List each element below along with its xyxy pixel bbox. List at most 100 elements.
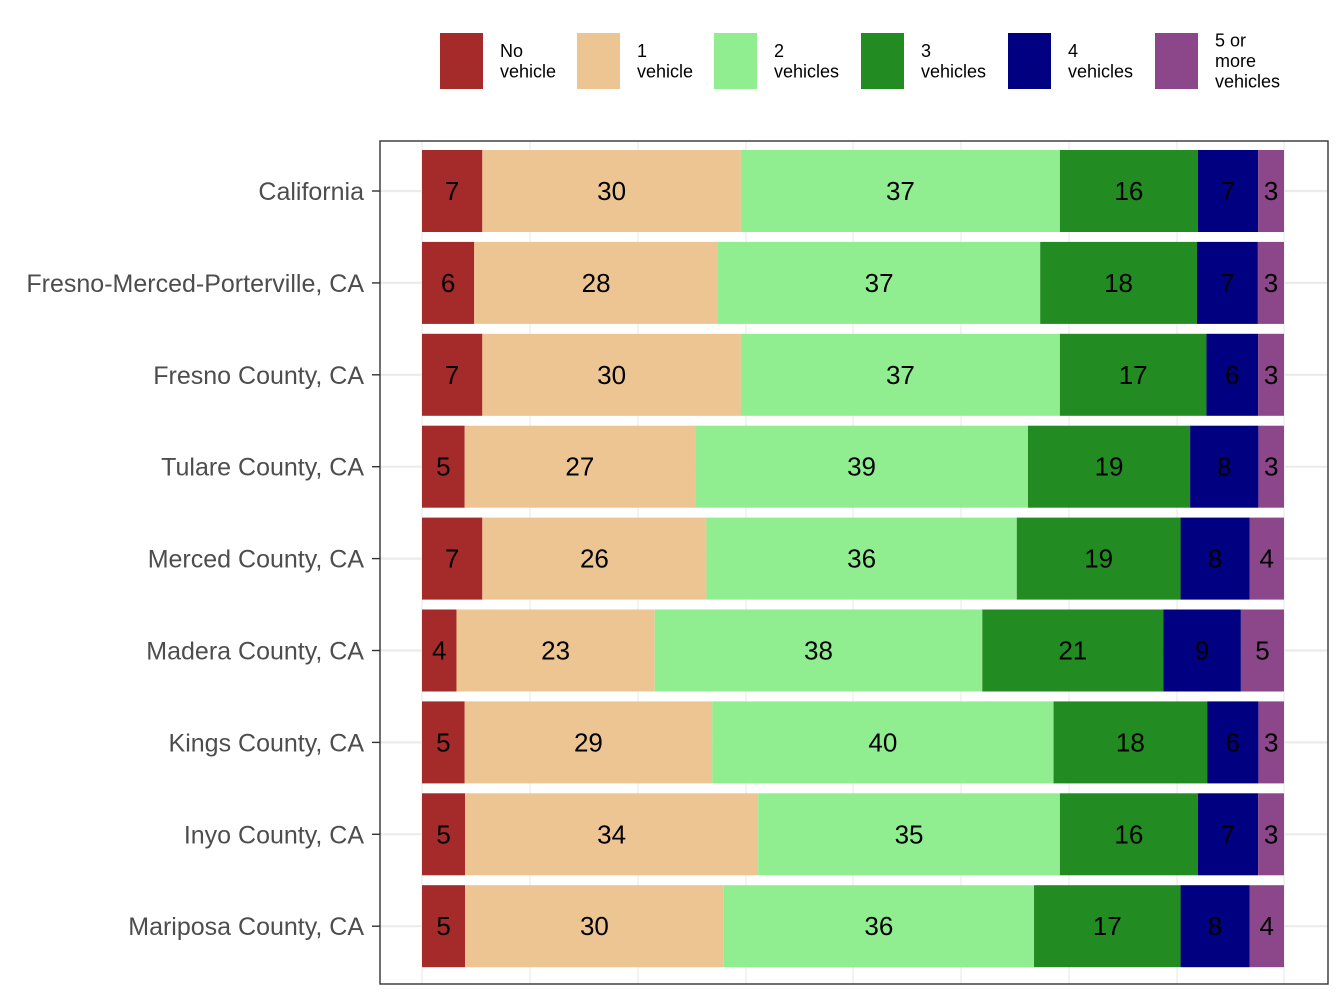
data-label: 36 <box>864 911 893 941</box>
legend-key <box>861 33 904 89</box>
bar-segment <box>474 241 719 324</box>
bar-segment <box>422 701 465 784</box>
bar-segment <box>1197 150 1259 232</box>
legend-label: 3 vehicles <box>921 41 986 82</box>
bar-segment <box>1206 333 1259 416</box>
data-label: 6 <box>1226 727 1240 757</box>
bar-segment <box>422 241 475 324</box>
data-label: 18 <box>1116 727 1145 757</box>
bar-segment <box>1249 885 1284 968</box>
bars: 7 30 37 16 7 36 28 37 18 7 37 30 37 17 6 35 27 39 19 8 37 26 3… <box>422 150 1284 968</box>
bar-segment <box>464 701 713 784</box>
bar-segment <box>422 793 466 876</box>
y-tick-label: Tulare County, CA <box>161 454 364 482</box>
bar-segment <box>740 333 1060 416</box>
bar-segment <box>706 517 1017 600</box>
bar-segment <box>1197 793 1259 876</box>
data-label: 30 <box>597 176 626 206</box>
data-label: 37 <box>886 176 915 206</box>
y-tick-label: Kings County, CA <box>169 729 365 757</box>
legend-key <box>440 33 483 89</box>
legend-label: 5 or more vehicles <box>1215 31 1280 92</box>
data-label: 6 <box>1225 360 1239 390</box>
bar-segment <box>758 793 1060 876</box>
bar-segment <box>465 793 759 876</box>
bar-segment <box>1053 701 1208 784</box>
data-label: 40 <box>868 727 897 757</box>
data-label: 3 <box>1264 452 1278 482</box>
data-label: 38 <box>804 636 833 666</box>
data-label: 7 <box>1221 176 1235 206</box>
y-tick-label: Mariposa County, CA <box>128 913 364 941</box>
bar-segment <box>464 425 696 508</box>
data-label: 18 <box>1104 268 1133 298</box>
data-label: 5 <box>436 727 450 757</box>
data-label: 5 <box>436 452 450 482</box>
legend: No vehicle 1 vehicle 2 vehicles 3 vehicles 4 vehi… <box>440 31 1280 92</box>
y-tick-label: Fresno County, CA <box>153 362 364 390</box>
data-label: 36 <box>847 544 876 574</box>
data-label: 37 <box>865 268 894 298</box>
data-label: 7 <box>445 176 459 206</box>
data-label: 7 <box>1221 819 1235 849</box>
data-label: 4 <box>432 636 446 666</box>
bar-segment <box>1059 333 1207 416</box>
bar-segment <box>1257 241 1284 324</box>
bar-segment <box>1258 425 1284 508</box>
legend-key <box>714 33 757 89</box>
bar-segment <box>482 150 741 232</box>
y-tick-label: Inyo County, CA <box>184 821 365 849</box>
data-label: 3 <box>1264 727 1278 757</box>
bar-segment <box>465 885 724 968</box>
data-label: 16 <box>1114 819 1143 849</box>
bar-segment <box>1258 793 1284 876</box>
bar-segment <box>1016 517 1181 600</box>
data-label: 26 <box>580 544 609 574</box>
data-label: 19 <box>1095 452 1124 482</box>
data-label: 8 <box>1208 911 1222 941</box>
data-label: 21 <box>1058 636 1087 666</box>
data-label: 4 <box>1260 911 1274 941</box>
bar-segment <box>422 425 465 508</box>
data-label: 28 <box>582 268 611 298</box>
bar-segment <box>456 609 655 692</box>
bar-segment <box>422 333 483 416</box>
bar-segment <box>1258 150 1284 232</box>
bar-segment <box>712 701 1054 784</box>
bar-segment <box>482 517 707 600</box>
bar-segment <box>422 885 466 968</box>
bar-segment <box>654 609 983 692</box>
y-tick-label: Fresno-Merced-Porterville, CA <box>26 270 364 298</box>
bar-segment <box>1207 701 1259 784</box>
bar-segment <box>1040 241 1197 324</box>
data-label: 16 <box>1114 176 1143 206</box>
data-label: 27 <box>565 452 594 482</box>
data-label: 8 <box>1208 544 1222 574</box>
legend-key <box>1008 33 1051 89</box>
bar-segment <box>1034 885 1181 968</box>
data-label: 3 <box>1264 176 1278 206</box>
y-tick-label: Madera County, CA <box>146 638 364 666</box>
legend-key <box>1155 33 1198 89</box>
data-label: 5 <box>436 819 450 849</box>
data-label: 7 <box>445 360 459 390</box>
data-label: 5 <box>1255 636 1269 666</box>
bar-segment <box>482 333 741 416</box>
data-label: 17 <box>1093 911 1122 941</box>
plot-panel-border <box>379 140 1329 985</box>
bar-segment <box>1027 425 1191 508</box>
bar-segment <box>1180 885 1250 968</box>
bar-segment <box>695 425 1028 508</box>
data-label: 3 <box>1264 268 1278 298</box>
bar-segment <box>723 885 1035 968</box>
data-label: 30 <box>580 911 609 941</box>
data-label: 30 <box>597 360 626 390</box>
data-label: 6 <box>441 268 455 298</box>
data-label: 3 <box>1264 360 1278 390</box>
bar-segment <box>1258 701 1284 784</box>
data-label: 9 <box>1195 636 1209 666</box>
bar-segment <box>718 241 1041 324</box>
data-label: 23 <box>541 636 570 666</box>
data-label: 5 <box>436 911 450 941</box>
